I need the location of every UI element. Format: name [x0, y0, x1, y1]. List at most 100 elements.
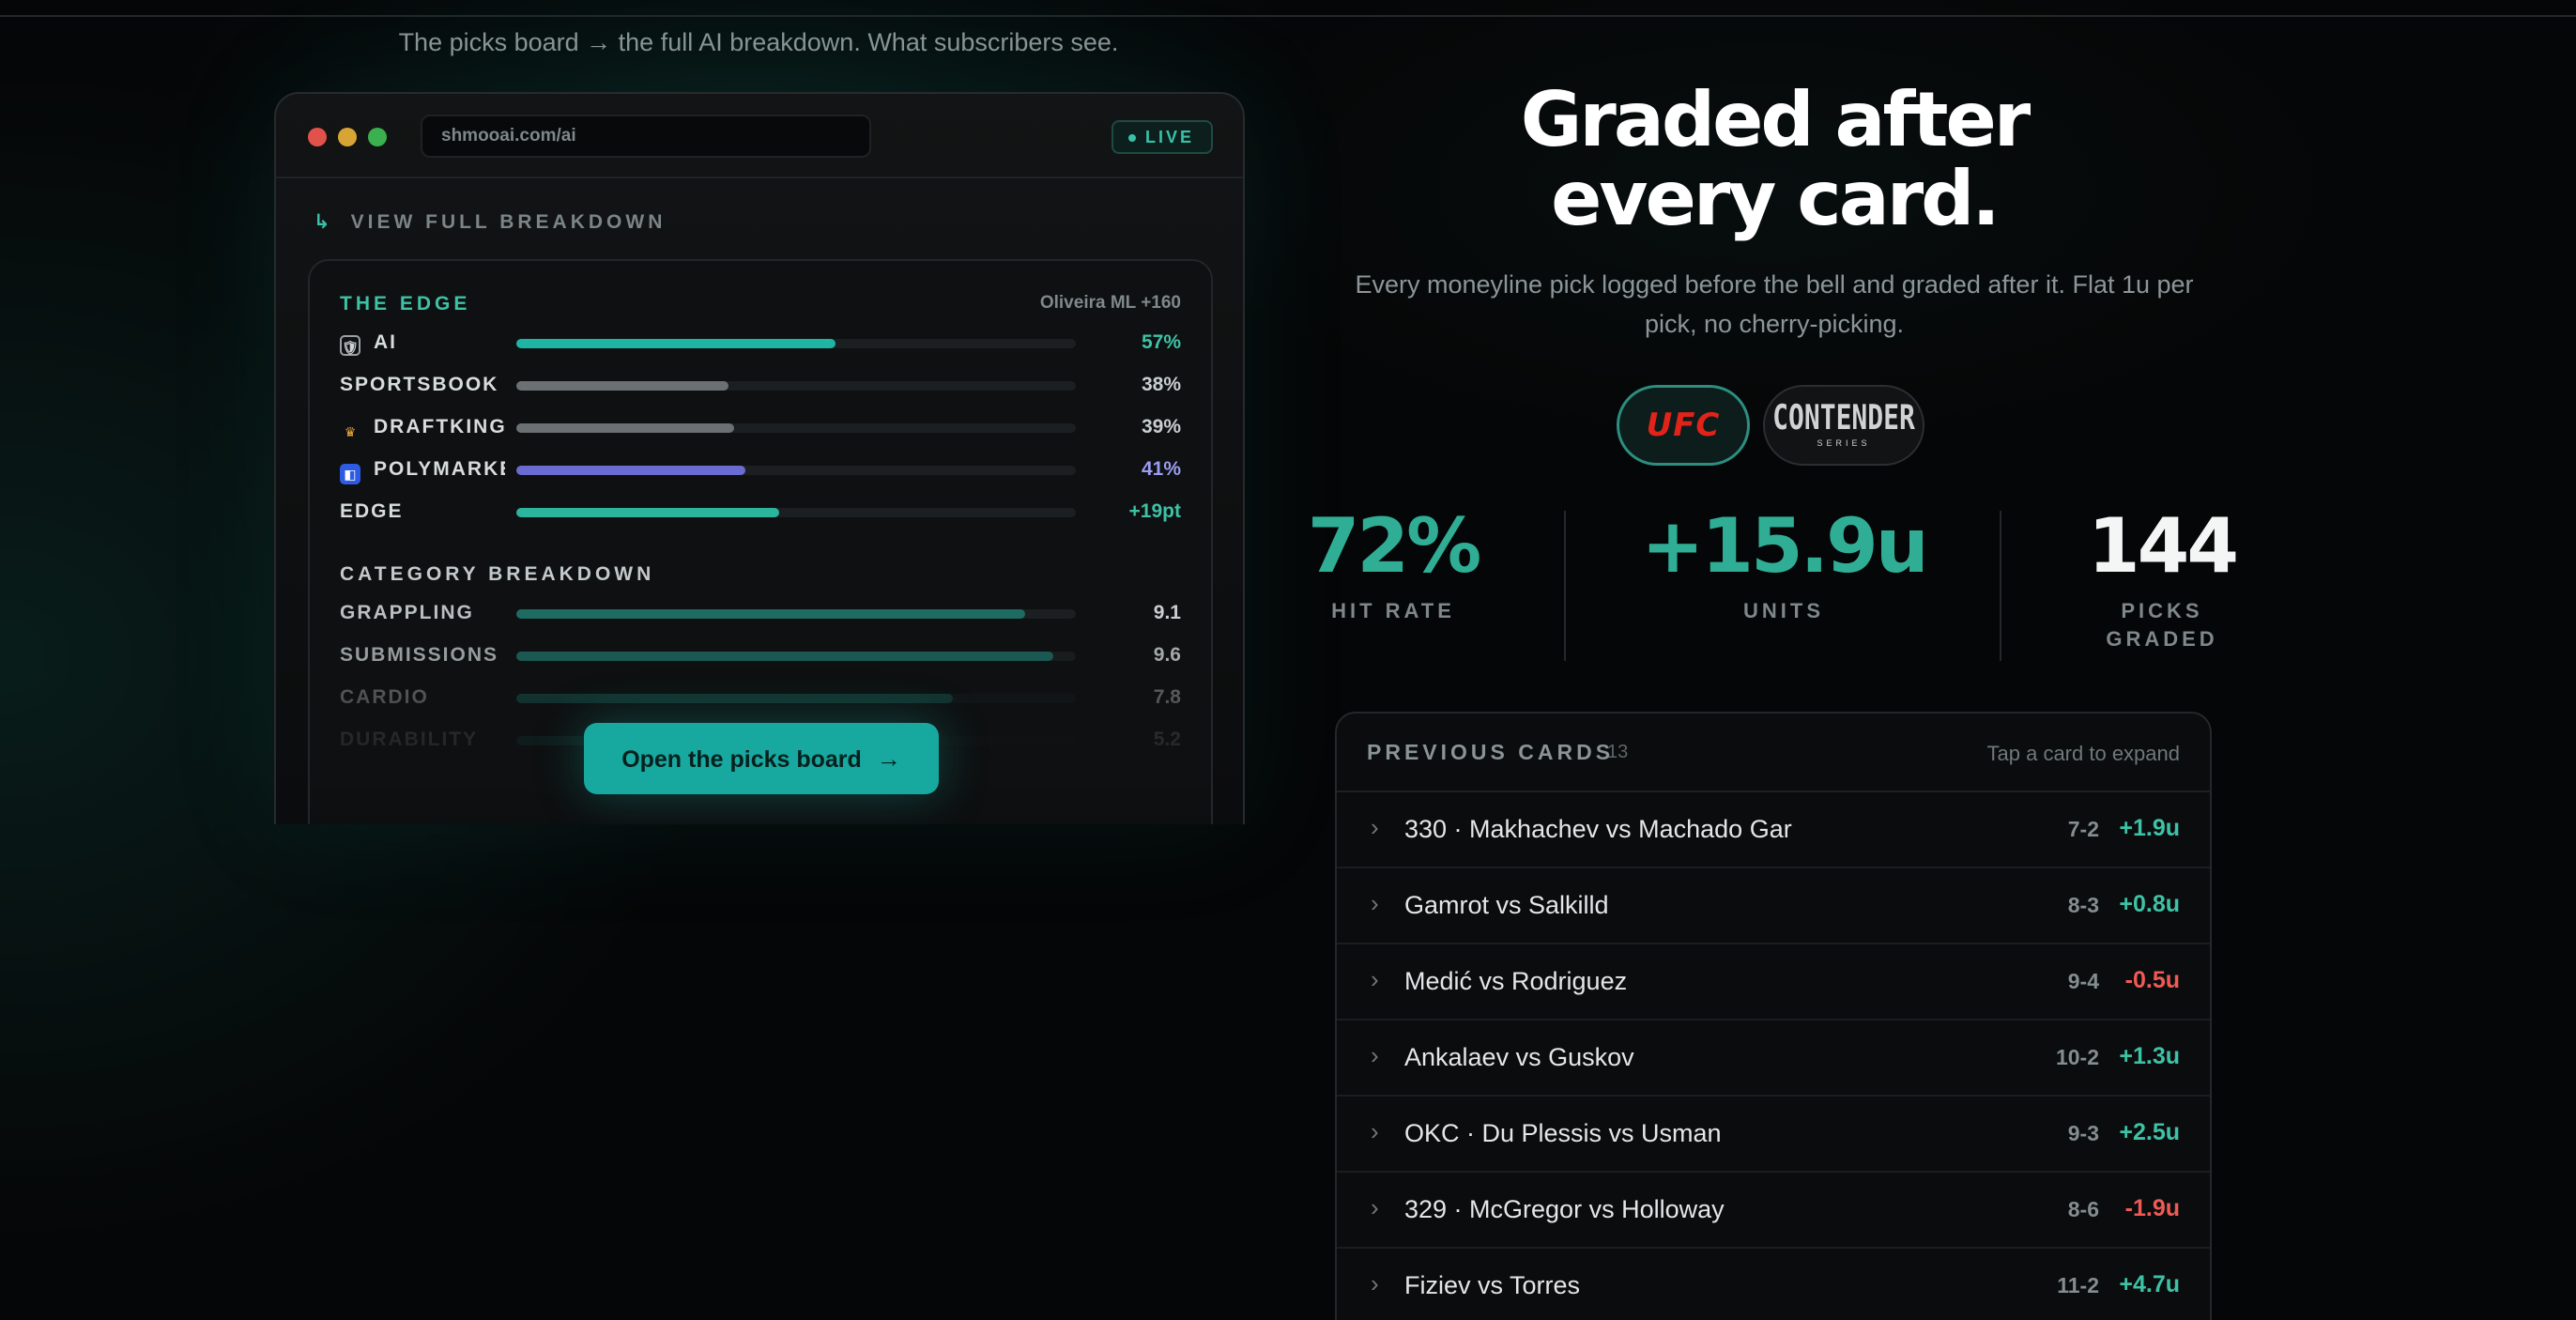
previous-card-row[interactable]: › Fiziev vs Torres 11-2 +4.7u [1337, 1249, 2210, 1320]
view-full-label: VIEW FULL BREAKDOWN [350, 211, 667, 233]
previous-card-row[interactable]: › 329 · McGregor vs Holloway 8-6 -1.9u [1337, 1173, 2210, 1249]
card-units: +2.5u [2119, 1119, 2180, 1145]
card-units: +1.9u [2119, 815, 2180, 841]
headline-line-2: every card. [1551, 155, 2001, 242]
edge-row-value: 39% [1141, 416, 1181, 437]
chevron-right-icon: › [1371, 965, 1379, 993]
previous-cards-hint: Tap a card to expand [1986, 742, 2180, 765]
edge-row-label-text: EDGE [340, 500, 404, 522]
edge-row: EDGE +19pt [340, 498, 1181, 526]
previous-cards-header: PREVIOUS CARDS 13 Tap a card to expand [1337, 714, 2210, 792]
picks-graded-value: 144 [2088, 502, 2239, 590]
hit-rate-label: HIT RATE [1331, 599, 1455, 622]
category-bar-track [516, 652, 1076, 661]
picks-graded-stat: 144 PICKS GRADED [2065, 501, 2259, 653]
edge-row-value: 38% [1141, 374, 1181, 395]
edge-bar-fill [516, 466, 746, 475]
edge-row-label: ◧ POLYMARKET [340, 455, 505, 484]
polymarket-icon: ◧ [340, 464, 360, 484]
edge-row: 🛡 AI 57% [340, 329, 1181, 357]
edge-bar-track [516, 339, 1076, 348]
units-stat: +15.9u UNITS [1633, 501, 1934, 625]
draftkings-crown-icon: ♛ [344, 424, 357, 439]
card-name: Ankalaev vs Guskov [1404, 1043, 1634, 1071]
chevron-right-icon: › [1371, 1193, 1379, 1221]
previous-cards-title: PREVIOUS CARDS [1367, 740, 1615, 764]
edge-row-label: ♛ DRAFTKINGS [340, 413, 505, 442]
stat-divider [2000, 511, 2001, 661]
top-divider [0, 15, 2576, 17]
previous-card-row[interactable]: › Ankalaev vs Guskov 10-2 +1.3u [1337, 1021, 2210, 1097]
category-row-value: 9.1 [1153, 602, 1181, 623]
card-units: -0.5u [2124, 967, 2180, 993]
edge-row-value: 41% [1141, 458, 1181, 480]
window-minimize-dot [338, 128, 357, 146]
card-record: 10-2 [2055, 1045, 2099, 1069]
open-picks-board-button[interactable]: Open the picks board → [584, 723, 939, 794]
category-row-value: 9.6 [1153, 644, 1181, 666]
edge-pick-label: Oliveira ML +160 [1039, 293, 1181, 313]
chevron-right-icon: › [1371, 813, 1379, 841]
contender-logo-main: CONTENDER [1772, 397, 1915, 437]
edge-row: ◧ POLYMARKET 41% [340, 455, 1181, 484]
hit-rate-stat: 72% HIT RATE [1299, 501, 1487, 625]
page-headline: Graded after every card. [1267, 81, 2281, 238]
card-record: 8-6 [2067, 1197, 2099, 1221]
edge-row-value: 57% [1141, 331, 1181, 353]
card-units: +0.8u [2119, 891, 2180, 917]
previous-card-row[interactable]: › OKC · Du Plessis vs Usman 9-3 +2.5u [1337, 1097, 2210, 1173]
edge-bar-track [516, 423, 1076, 433]
view-full-breakdown-link[interactable]: ↳ VIEW FULL BREAKDOWN [314, 210, 666, 234]
category-bar-fill [516, 652, 1054, 661]
edge-row-label-text: SPORTSBOOK [340, 374, 499, 395]
hit-rate-value: 72% [1307, 502, 1481, 590]
edge-bar-fill [516, 339, 836, 348]
card-record: 9-3 [2067, 1121, 2099, 1145]
previous-card-row[interactable]: › Medić vs Rodriguez 9-4 -0.5u [1337, 944, 2210, 1021]
card-name: 330 · Makhachev vs Machado Gar [1404, 815, 1792, 843]
chevron-right-icon: › [1371, 889, 1379, 917]
stat-divider [1564, 511, 1566, 661]
address-bar[interactable]: shmooai.com/ai [421, 115, 871, 158]
category-row: GRAPPLING 9.1 [340, 599, 1181, 627]
contender-series-league-toggle[interactable]: CONTENDER SERIES [1763, 385, 1924, 466]
card-units: +1.3u [2119, 1043, 2180, 1069]
card-name: Gamrot vs Salkilld [1404, 891, 1609, 919]
open-picks-board-label: Open the picks board [621, 746, 862, 773]
edge-row-label-text: POLYMARKET [374, 458, 505, 480]
live-badge: LIVE [1111, 120, 1213, 154]
chevron-right-icon: › [1371, 1117, 1379, 1145]
card-name: OKC · Du Plessis vs Usman [1404, 1119, 1722, 1147]
browser-mockup: shmooai.com/ai LIVE ↳ VIEW FULL BREAKDOWN… [274, 92, 1245, 824]
chevron-right-icon: › [1371, 1269, 1379, 1297]
browser-chrome: shmooai.com/ai LIVE [276, 94, 1243, 178]
edge-section-title: THE EDGE [340, 293, 471, 315]
edge-row-label: EDGE [340, 498, 505, 526]
contender-logo-sub: SERIES [1817, 438, 1871, 448]
window-maximize-dot [368, 128, 387, 146]
units-value: +15.9u [1641, 502, 1928, 590]
previous-card-row[interactable]: › Gamrot vs Salkilld 8-3 +0.8u [1337, 868, 2210, 944]
breakdown-card: THE EDGE Oliveira ML +160 🛡 AI 57% SPORTSBO… [308, 259, 1213, 824]
edge-bar-track [516, 466, 1076, 475]
edge-bar-track [516, 381, 1076, 391]
edge-bar-fill [516, 423, 735, 433]
card-record: 11-2 [2057, 1273, 2099, 1297]
edge-row-label-text: AI [374, 331, 397, 353]
card-units: -1.9u [2124, 1195, 2180, 1221]
ufc-logo: UFC [1646, 407, 1721, 444]
edge-row-label: SPORTSBOOK [340, 371, 505, 399]
chevron-right-icon: › [1371, 1041, 1379, 1069]
card-record: 9-4 [2067, 969, 2099, 993]
ufc-league-toggle[interactable]: UFC [1617, 385, 1750, 466]
category-section-title: CATEGORY BREAKDOWN [340, 563, 655, 585]
card-name: 329 · McGregor vs Holloway [1404, 1195, 1725, 1223]
headline-line-1: Graded after [1520, 76, 2031, 163]
picks-graded-label: PICKS GRADED [2106, 599, 2218, 651]
category-bar-fill [516, 609, 1026, 619]
window-close-dot [308, 128, 327, 146]
arrow-right-icon: → [876, 744, 901, 773]
edge-bar-fill [516, 381, 729, 391]
page-subcopy: Every moneyline pick logged before the b… [1355, 270, 2194, 338]
previous-card-row[interactable]: › 330 · Makhachev vs Machado Gar 7-2 +1.9u [1337, 792, 2210, 868]
